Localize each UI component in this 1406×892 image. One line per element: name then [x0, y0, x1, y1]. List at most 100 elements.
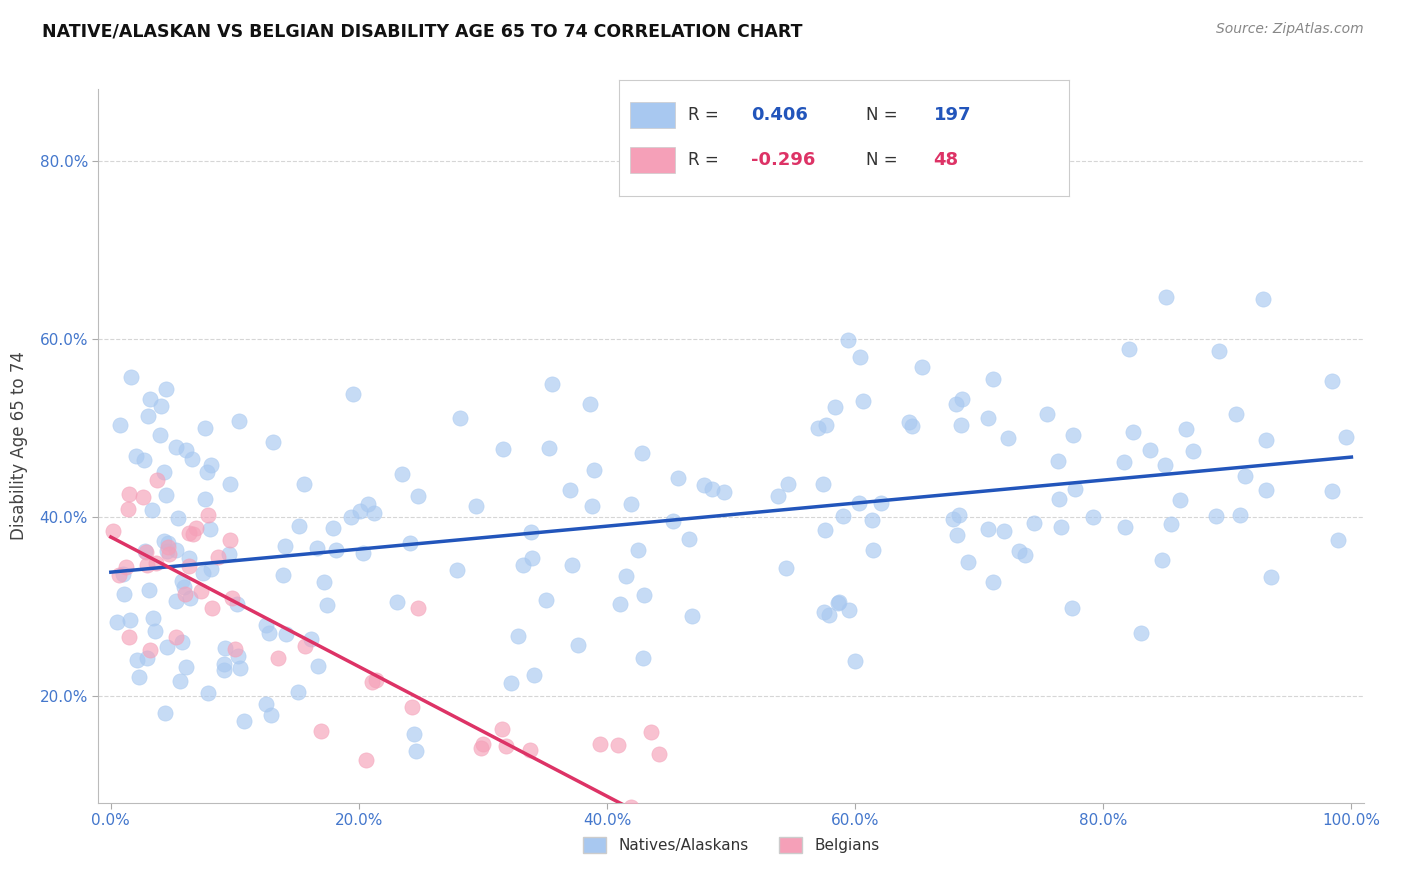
Point [219, 477, 242, 491]
Point [1046, 454, 1069, 468]
Point [945, 396, 967, 410]
Point [636, 863, 658, 877]
Point [948, 508, 970, 522]
Point [262, 435, 284, 450]
Point [1060, 600, 1083, 615]
Point [449, 863, 471, 877]
Point [1150, 553, 1173, 567]
Point [191, 566, 214, 580]
Text: 48: 48 [934, 151, 959, 169]
Text: R =: R = [689, 151, 724, 169]
Point [1153, 458, 1175, 472]
Point [108, 567, 131, 582]
Point [325, 542, 347, 557]
Point [811, 476, 834, 491]
Point [1254, 483, 1277, 498]
Point [170, 634, 193, 648]
Point [981, 371, 1004, 385]
FancyBboxPatch shape [630, 102, 675, 128]
Point [1047, 491, 1070, 506]
Point [776, 477, 799, 491]
Point [322, 521, 344, 535]
Point [471, 737, 494, 751]
Point [150, 399, 173, 413]
Point [977, 522, 1000, 536]
Point [647, 747, 669, 761]
Point [179, 591, 201, 606]
Point [363, 506, 385, 520]
Point [157, 540, 180, 554]
Point [128, 670, 150, 684]
Point [1251, 292, 1274, 306]
Point [607, 738, 630, 752]
Point [221, 591, 243, 605]
Point [1114, 519, 1136, 533]
Point [631, 651, 654, 665]
Point [470, 740, 492, 755]
Point [678, 532, 700, 546]
Point [956, 555, 979, 569]
Point [136, 558, 159, 572]
Point [609, 597, 631, 611]
Point [949, 418, 972, 433]
Point [491, 722, 513, 736]
Point [197, 686, 219, 700]
Point [1024, 516, 1046, 530]
Point [1320, 374, 1343, 388]
Point [138, 582, 160, 597]
Point [165, 630, 187, 644]
Point [1229, 508, 1251, 523]
Point [700, 482, 723, 496]
Text: N =: N = [866, 151, 903, 169]
Point [115, 560, 138, 574]
Point [224, 642, 246, 657]
Point [180, 452, 202, 467]
Point [1160, 517, 1182, 532]
Point [1182, 444, 1205, 458]
Point [134, 452, 156, 467]
Point [349, 504, 371, 518]
Text: -0.296: -0.296 [751, 151, 815, 169]
Point [153, 533, 176, 548]
Point [983, 574, 1005, 589]
Point [520, 524, 543, 539]
Point [713, 484, 735, 499]
Point [207, 549, 229, 564]
Point [194, 491, 217, 506]
Point [103, 524, 125, 538]
Point [492, 442, 515, 457]
Point [125, 653, 148, 667]
Point [616, 568, 638, 582]
Point [838, 603, 860, 617]
Point [848, 350, 870, 364]
Point [775, 561, 797, 575]
Point [165, 440, 187, 454]
Point [446, 563, 468, 577]
Text: 0.406: 0.406 [751, 106, 808, 124]
Point [177, 558, 200, 573]
Point [117, 502, 139, 516]
Point [832, 508, 855, 523]
Point [495, 739, 517, 754]
Point [141, 610, 163, 624]
Point [837, 333, 859, 347]
Point [1260, 569, 1282, 583]
Y-axis label: Disability Age 65 to 74: Disability Age 65 to 74 [10, 351, 28, 541]
Point [135, 651, 157, 665]
Point [911, 359, 934, 374]
Point [226, 598, 249, 612]
Point [449, 410, 471, 425]
Point [537, 441, 560, 455]
Point [156, 640, 179, 654]
Point [271, 567, 294, 582]
Point [807, 420, 830, 434]
Point [1154, 290, 1177, 304]
Point [218, 547, 240, 561]
Point [627, 542, 650, 557]
Point [155, 383, 177, 397]
Point [254, 697, 277, 711]
Point [1234, 469, 1257, 483]
Point [153, 465, 176, 479]
Point [316, 598, 339, 612]
Point [155, 488, 177, 502]
